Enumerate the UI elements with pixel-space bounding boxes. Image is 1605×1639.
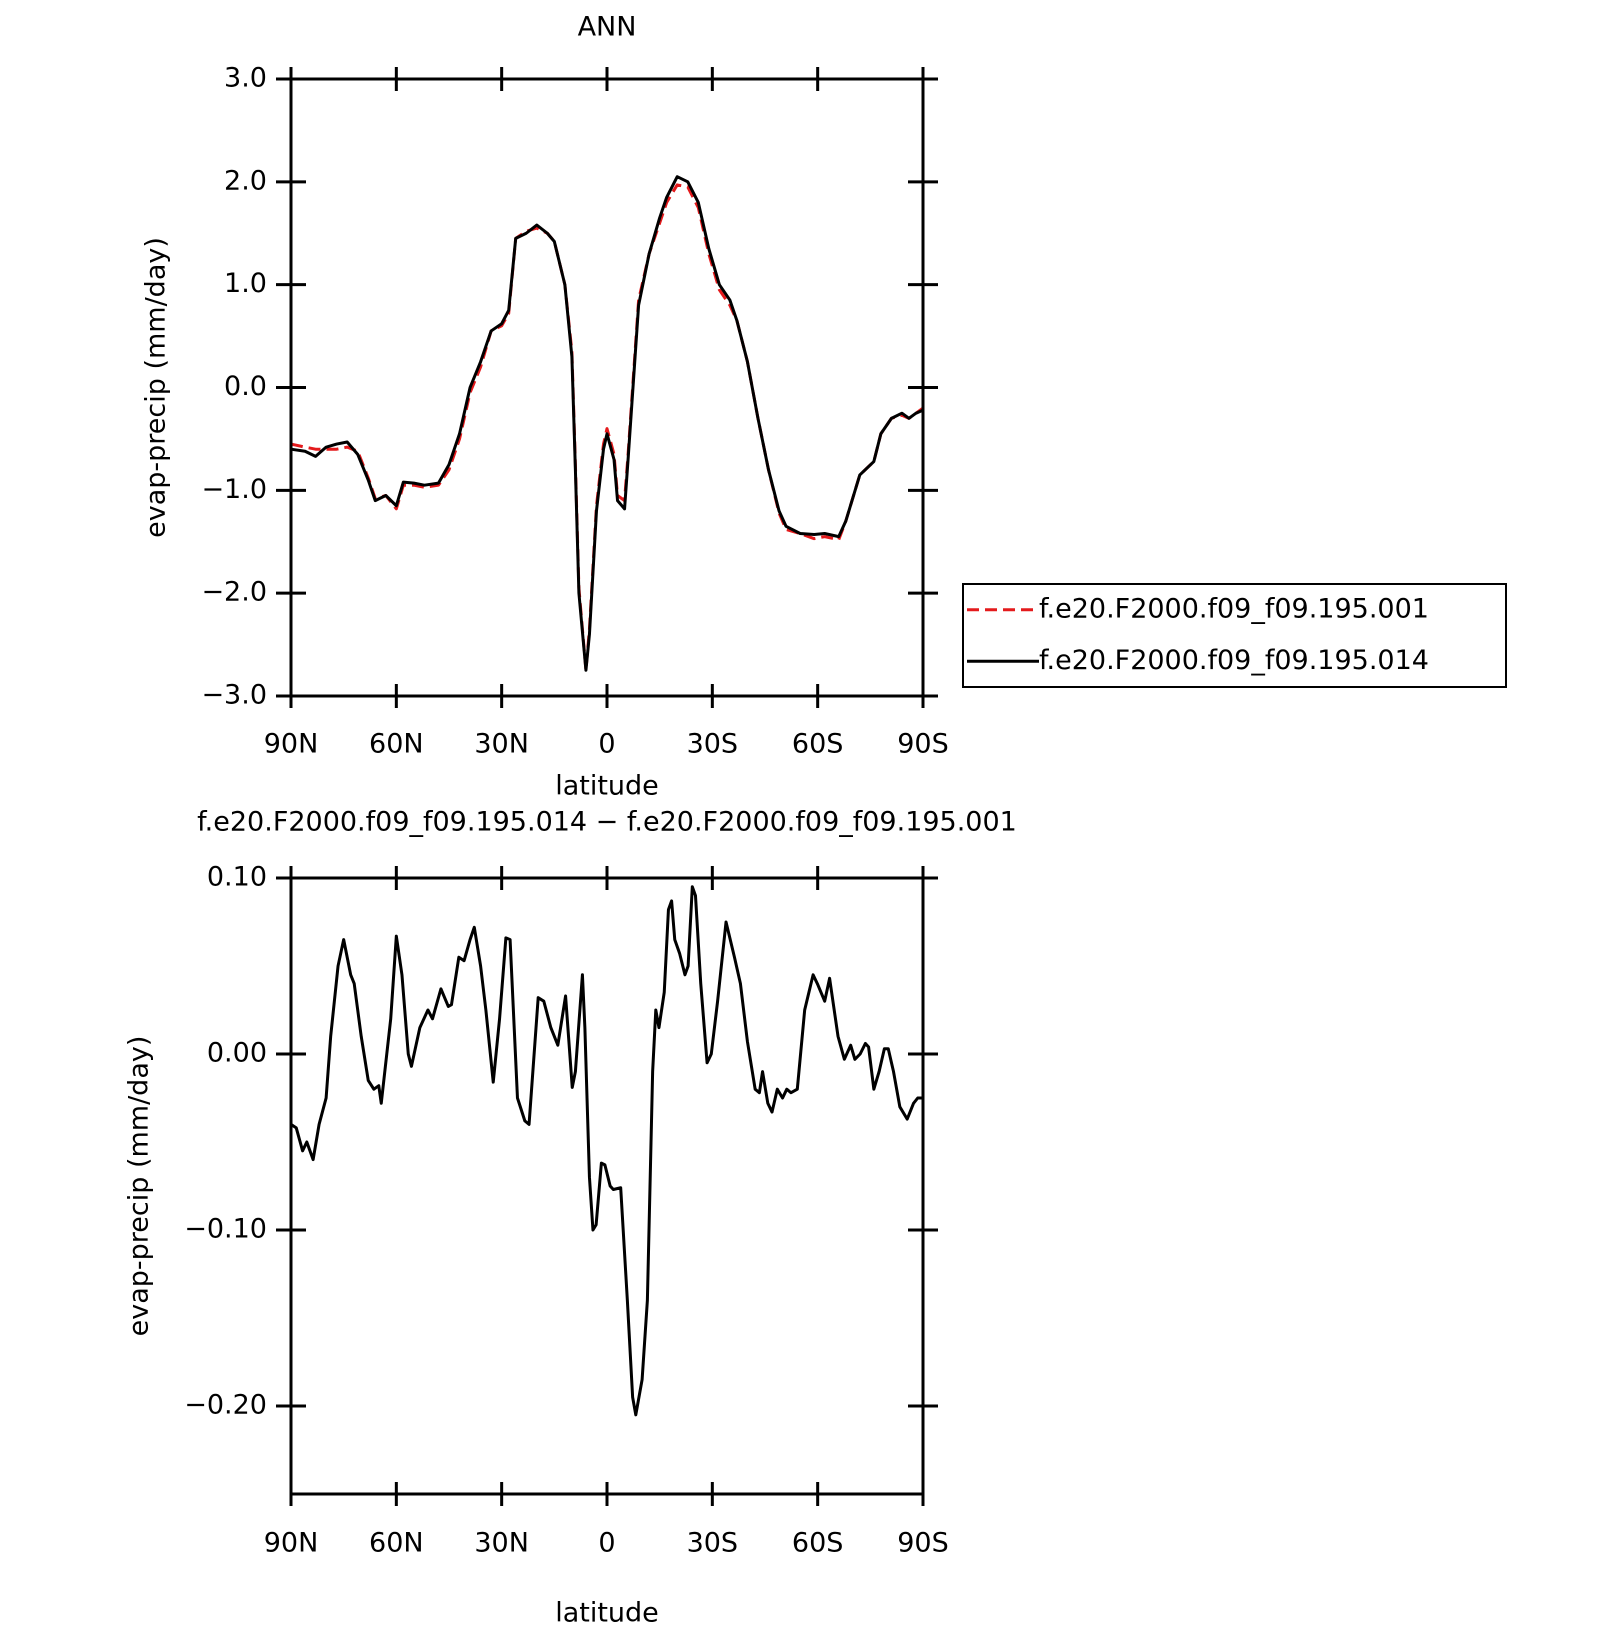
y-axis-label: evap-precip (mm/day) bbox=[124, 1036, 155, 1337]
y-tick-label: 0.10 bbox=[207, 862, 267, 893]
y-tick-label: 0.00 bbox=[207, 1038, 267, 1069]
data-line bbox=[290, 175, 924, 672]
data-line bbox=[290, 885, 923, 1417]
plot-frame bbox=[289, 876, 925, 1496]
x-tick-label: 30N bbox=[474, 1528, 529, 1559]
legend-label: f.e20.F2000.f09_f09.195.001 bbox=[1039, 593, 1429, 624]
x-tick-label: 60N bbox=[369, 1528, 424, 1559]
legend-box bbox=[962, 583, 1507, 688]
y-tick-label: −2.0 bbox=[201, 577, 267, 608]
legend-label: f.e20.F2000.f09_f09.195.014 bbox=[1039, 645, 1429, 676]
x-tick-label: 60S bbox=[792, 1528, 844, 1559]
x-tick-label: 90S bbox=[897, 1528, 949, 1559]
x-tick-label: 30N bbox=[474, 729, 529, 760]
x-tick-label: 0 bbox=[598, 1528, 615, 1559]
x-tick-label: 30S bbox=[687, 729, 739, 760]
x-tick-label: 60N bbox=[369, 729, 424, 760]
x-tick-label: 60S bbox=[792, 729, 844, 760]
y-tick-label: 3.0 bbox=[224, 63, 267, 94]
x-axis-label: latitude bbox=[555, 1598, 659, 1629]
y-tick-label: −0.10 bbox=[184, 1214, 267, 1245]
chart-title: f.e20.F2000.f09_f09.195.014 − f.e20.F200… bbox=[197, 807, 1017, 838]
y-tick-label: 1.0 bbox=[224, 268, 267, 299]
y-axis-label: evap-precip (mm/day) bbox=[141, 237, 172, 538]
x-tick-label: 0 bbox=[598, 729, 615, 760]
x-tick-label: 90S bbox=[897, 729, 949, 760]
x-tick-label: 30S bbox=[687, 1528, 739, 1559]
plot-frame bbox=[289, 77, 925, 698]
y-tick-label: 0.0 bbox=[224, 371, 267, 402]
data-line bbox=[290, 183, 924, 672]
x-tick-label: 90N bbox=[264, 729, 319, 760]
y-tick-label: 2.0 bbox=[224, 165, 267, 196]
y-tick-label: −3.0 bbox=[201, 680, 267, 711]
y-tick-label: −1.0 bbox=[201, 474, 267, 505]
chart-title: ANN bbox=[578, 12, 637, 43]
y-tick-label: −0.20 bbox=[184, 1390, 267, 1421]
x-axis-label: latitude bbox=[555, 771, 659, 802]
x-tick-label: 90N bbox=[264, 1528, 319, 1559]
